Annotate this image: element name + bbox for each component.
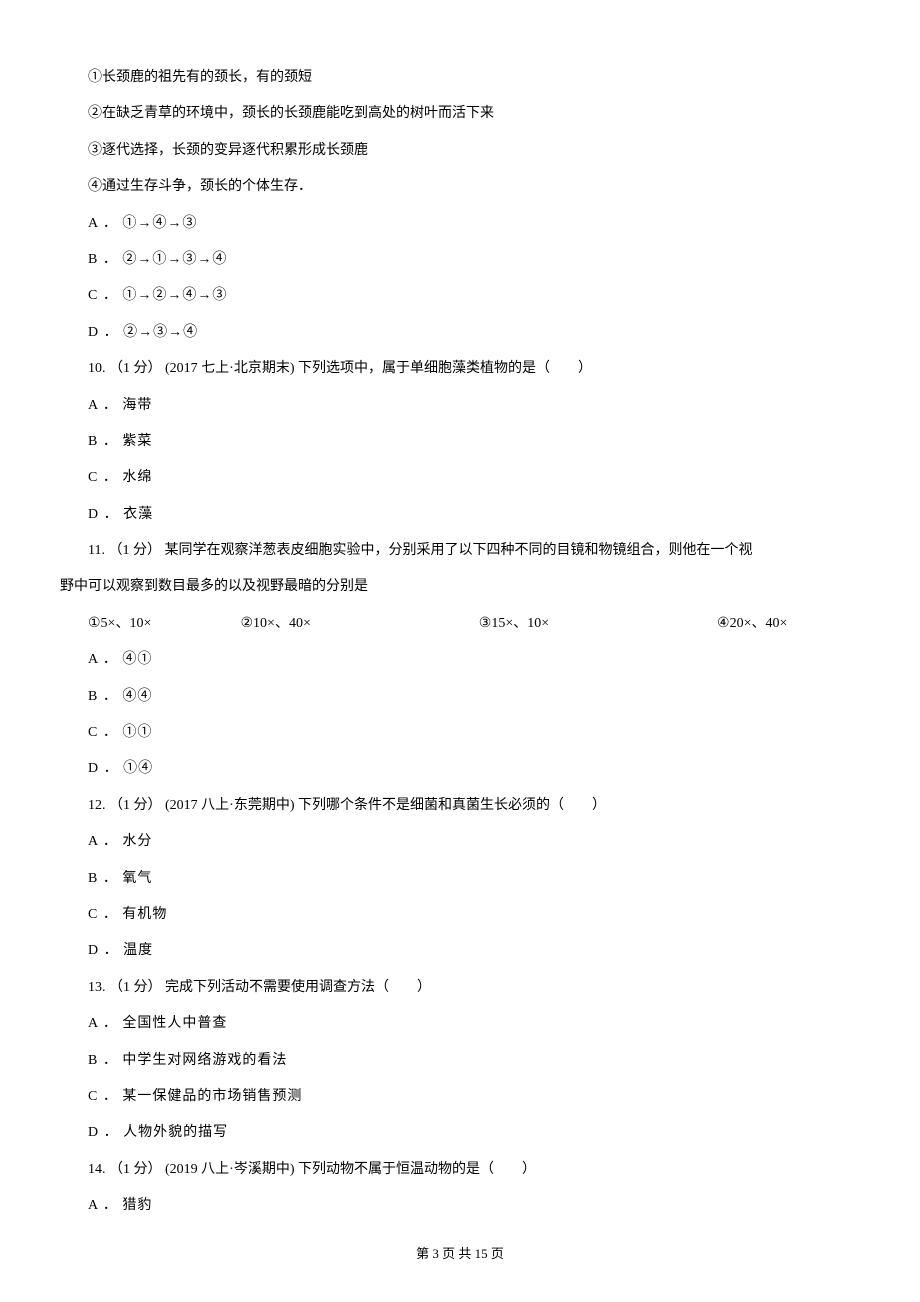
q10-intro: 10. （1 分） (2017 七上·北京期末) 下列选项中，属于单细胞藻类植物… bbox=[60, 351, 860, 387]
q10-option-c: C ． 水绵 bbox=[60, 460, 860, 496]
q9-option-a: A ． ①→④→③ bbox=[60, 206, 860, 242]
q11-combo-4: ④20×、40× bbox=[717, 606, 860, 642]
q12-option-c: C ． 有机物 bbox=[60, 897, 860, 933]
q9-option-d: D ． ②→③→④ bbox=[60, 315, 860, 351]
q11-option-d: D ． ①④ bbox=[60, 751, 860, 787]
q11-combo-3: ③15×、10× bbox=[479, 606, 717, 642]
q12-option-b: B ． 氧气 bbox=[60, 861, 860, 897]
q13-option-c: C ． 某一保健品的市场销售预测 bbox=[60, 1079, 860, 1115]
q10-option-a: A ． 海带 bbox=[60, 388, 860, 424]
q11-option-a: A ． ④① bbox=[60, 642, 860, 678]
q13-option-a: A ． 全国性人中普查 bbox=[60, 1006, 860, 1042]
q9-statement-2: ②在缺乏青草的环境中，颈长的长颈鹿能吃到高处的树叶而活下来 bbox=[60, 96, 860, 132]
q11-combo-1: ①5×、10× bbox=[88, 606, 241, 642]
q10-option-b: B ． 紫菜 bbox=[60, 424, 860, 460]
q11-option-c: C ． ①① bbox=[60, 715, 860, 751]
q11-combo-2: ②10×、40× bbox=[241, 606, 479, 642]
q12-intro: 12. （1 分） (2017 八上·东莞期中) 下列哪个条件不是细菌和真菌生长… bbox=[60, 788, 860, 824]
q11-intro-line1: 11. （1 分） 某同学在观察洋葱表皮细胞实验中，分别采用了以下四种不同的目镜… bbox=[60, 533, 860, 569]
q13-intro: 13. （1 分） 完成下列活动不需要使用调查方法（ ） bbox=[60, 970, 860, 1006]
q10-option-d: D ． 衣藻 bbox=[60, 497, 860, 533]
q9-option-c: C ． ①→②→④→③ bbox=[60, 278, 860, 314]
document-content: ①长颈鹿的祖先有的颈长，有的颈短 ②在缺乏青草的环境中，颈长的长颈鹿能吃到高处的… bbox=[60, 60, 860, 1225]
q9-statement-4: ④通过生存斗争，颈长的个体生存． bbox=[60, 169, 860, 205]
page-footer: 第 3 页 共 15 页 bbox=[60, 1243, 860, 1262]
q12-option-d: D ． 温度 bbox=[60, 933, 860, 969]
q11-option-b: B ． ④④ bbox=[60, 679, 860, 715]
q11-combinations: ①5×、10× ②10×、40× ③15×、10× ④20×、40× bbox=[60, 606, 860, 642]
q14-intro: 14. （1 分） (2019 八上·岑溪期中) 下列动物不属于恒温动物的是（ … bbox=[60, 1152, 860, 1188]
q9-option-b: B ． ②→①→③→④ bbox=[60, 242, 860, 278]
q13-option-d: D ． 人物外貌的描写 bbox=[60, 1115, 860, 1151]
q12-option-a: A ． 水分 bbox=[60, 824, 860, 860]
q9-statement-3: ③逐代选择，长颈的变异逐代积累形成长颈鹿 bbox=[60, 133, 860, 169]
q14-option-a: A ． 猎豹 bbox=[60, 1188, 860, 1224]
q9-statement-1: ①长颈鹿的祖先有的颈长，有的颈短 bbox=[60, 60, 860, 96]
q11-intro-line2: 野中可以观察到数目最多的以及视野最暗的分别是 bbox=[60, 569, 860, 605]
q13-option-b: B ． 中学生对网络游戏的看法 bbox=[60, 1043, 860, 1079]
